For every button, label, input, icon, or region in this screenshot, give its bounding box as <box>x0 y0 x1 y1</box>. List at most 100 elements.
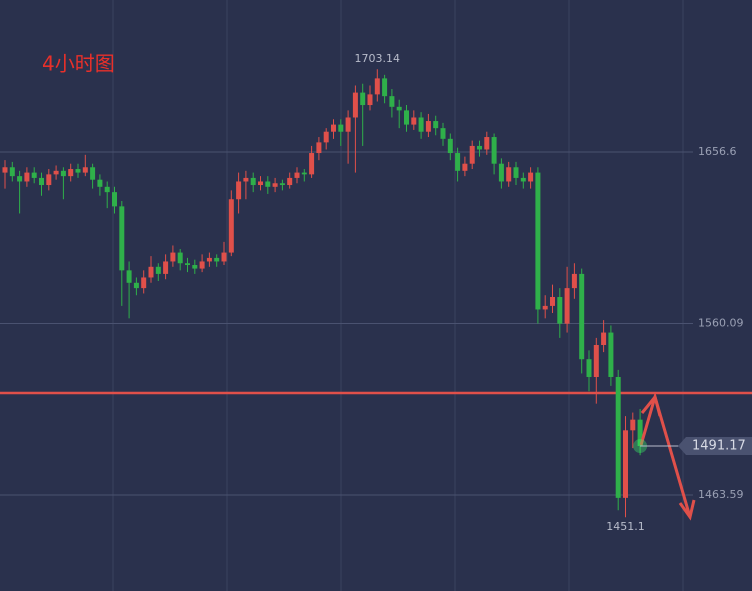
candle-body <box>389 96 395 107</box>
y-tick-label: 1463.59 <box>698 488 744 501</box>
candle-body <box>404 110 409 125</box>
candle-body <box>477 145 482 150</box>
candle-body <box>542 305 548 310</box>
candle-body <box>601 332 607 346</box>
candle-body <box>39 177 44 186</box>
candle-body <box>528 172 534 182</box>
vertical-grid <box>112 0 684 591</box>
candle-body <box>323 131 329 143</box>
candle-body <box>126 270 132 283</box>
candle-body <box>279 183 285 186</box>
candle-body <box>31 172 37 178</box>
candle-body <box>345 117 351 132</box>
candle-body <box>148 266 154 278</box>
candle-body <box>535 172 541 310</box>
candle-body <box>90 167 96 180</box>
chart-title: 4小时图 <box>42 52 115 76</box>
candle-body <box>338 124 344 132</box>
candle-body <box>513 167 519 178</box>
candle-body <box>243 177 249 182</box>
candle-body <box>53 170 59 175</box>
candle-body <box>440 128 446 139</box>
candle-body <box>418 117 424 132</box>
candle-body <box>637 419 643 447</box>
candle-body <box>155 266 161 274</box>
last-price-label: 1491.17 <box>692 439 746 454</box>
high-label: 1703.14 <box>355 52 401 65</box>
candle-body <box>433 121 439 129</box>
y-tick-label: 1656.6 <box>698 145 737 158</box>
candle-body <box>68 169 74 177</box>
candle-body <box>586 359 592 377</box>
candle-body <box>141 277 147 289</box>
candle-body <box>294 172 300 178</box>
candle-body <box>185 263 190 266</box>
candle-body <box>250 177 256 186</box>
candle-body <box>498 163 504 182</box>
candle-body <box>2 167 8 173</box>
candle-body <box>97 179 103 187</box>
candle-body <box>221 252 227 262</box>
candle-body <box>411 117 417 125</box>
candle-body <box>228 199 234 253</box>
candle-body <box>133 282 139 289</box>
candle-body <box>60 170 66 177</box>
candle-body <box>579 273 585 360</box>
candle-body <box>287 177 293 186</box>
candle-body <box>316 142 322 154</box>
candle-body <box>630 419 636 431</box>
candle-body <box>608 332 614 377</box>
candle-body <box>163 261 169 274</box>
candle-body <box>112 192 117 207</box>
candle-body <box>24 172 30 182</box>
candle-body <box>462 163 468 171</box>
candle-body <box>265 181 271 187</box>
candle-body <box>367 94 373 106</box>
candle-body <box>374 78 380 95</box>
candle-body <box>491 137 497 164</box>
candle-body <box>301 172 307 175</box>
candle-body <box>75 169 81 173</box>
candle-body <box>593 345 599 377</box>
candle-body <box>177 252 183 264</box>
candle-body <box>17 176 23 182</box>
arrow-head <box>678 499 696 521</box>
arrow-head <box>640 393 662 417</box>
candle-body <box>258 181 263 186</box>
candle-body <box>170 252 176 262</box>
candle-body <box>520 177 526 182</box>
candle-body <box>82 167 88 173</box>
candle-body <box>352 92 358 118</box>
candle-body <box>447 138 453 154</box>
candle-body <box>46 174 52 186</box>
candle-body <box>425 121 431 132</box>
low-label: 1451.1 <box>606 520 645 533</box>
candle-body <box>206 257 212 262</box>
candle-body <box>469 145 475 164</box>
candle-body <box>236 181 242 200</box>
last-price-tag <box>678 437 752 456</box>
candle-body <box>9 167 15 177</box>
candle-body <box>214 257 220 262</box>
candle-body <box>331 124 336 132</box>
candle-body <box>615 376 621 498</box>
candle-body <box>550 297 555 306</box>
candle-body <box>192 265 198 269</box>
candle-body <box>360 92 366 106</box>
candle-body <box>104 186 110 193</box>
candle-body <box>119 206 125 271</box>
candle-body <box>382 78 388 97</box>
candle-body <box>396 106 402 111</box>
candle-body <box>309 153 315 175</box>
candle-body <box>564 288 570 324</box>
candle-body <box>272 183 278 187</box>
candle-body <box>484 137 490 150</box>
candle-body <box>455 153 461 171</box>
y-tick-label: 1560.09 <box>698 317 744 330</box>
candle-body <box>571 273 577 289</box>
candle-body <box>199 261 205 269</box>
candle-body <box>623 430 628 498</box>
candle-body <box>557 297 563 324</box>
candle-body <box>506 167 512 182</box>
